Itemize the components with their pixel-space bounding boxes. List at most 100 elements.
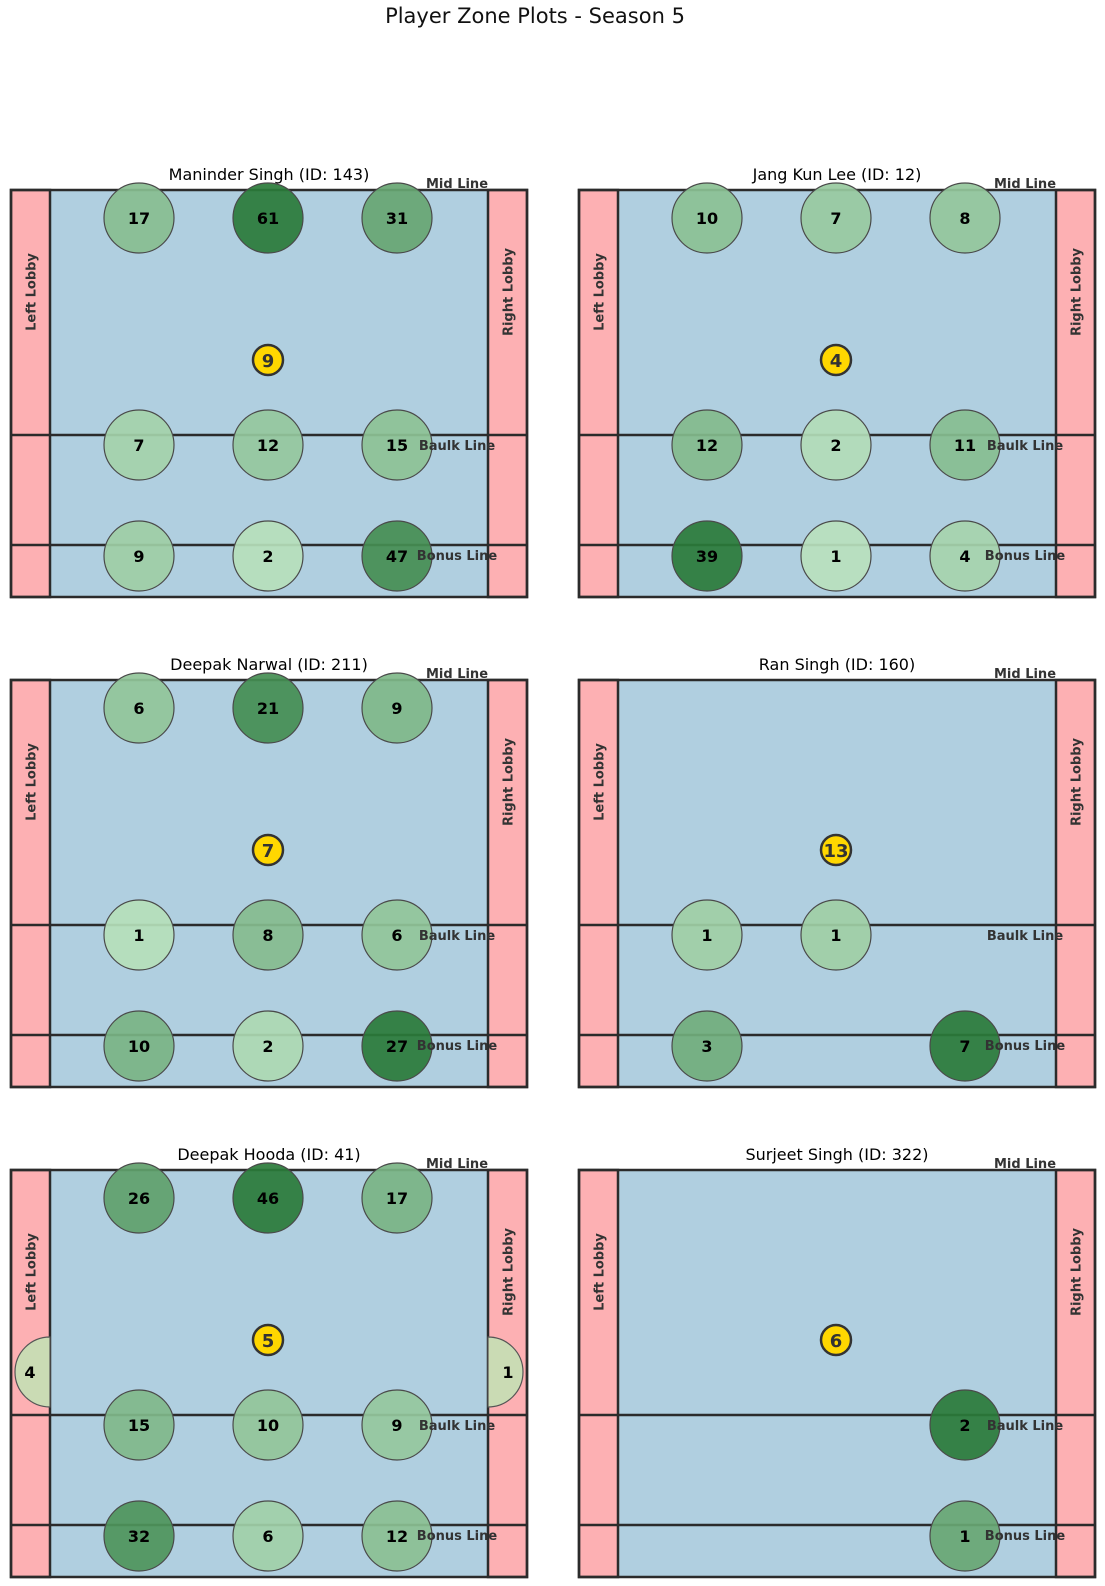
zone-circle (361, 1500, 433, 1572)
zone-circle (232, 1162, 304, 1234)
zone-count: 8 (959, 209, 970, 228)
zone-circle (103, 1500, 175, 1572)
zone-circle (361, 409, 433, 481)
zone-circle (800, 899, 872, 971)
center-marker (251, 833, 285, 867)
center-count: 4 (830, 351, 843, 372)
zone-count: 39 (696, 547, 718, 566)
zone-circle (232, 1389, 304, 1461)
zone-circle (929, 182, 1001, 254)
court-area (579, 1170, 1095, 1577)
zone-count: 10 (128, 1037, 150, 1056)
zone-count: 21 (257, 699, 279, 718)
right-lobby-label: Right Lobby (502, 737, 517, 826)
zone-count: 3 (701, 1037, 712, 1056)
zone-count: 1 (133, 926, 144, 945)
zone-circle (103, 1389, 175, 1461)
center-marker (251, 343, 285, 377)
left-lobby-label: Left Lobby (593, 743, 608, 821)
panel-title: Surjeet Singh (ID: 322) (745, 1145, 928, 1164)
right-lobby-count: 1 (502, 1363, 513, 1382)
zone-count: 1 (959, 1527, 970, 1546)
zone-circle (103, 1010, 175, 1082)
zone-count: 2 (262, 1037, 273, 1056)
right-lobby-label: Right Lobby (1070, 247, 1085, 336)
zone-count: 11 (954, 436, 976, 455)
zone-circle (232, 672, 304, 744)
zone-count: 10 (696, 209, 718, 228)
player-panel: Ran Singh (ID: 160) Left Lobby Right Lobby… (577, 655, 1097, 1089)
zone-count: 12 (257, 436, 279, 455)
zone-count: 7 (830, 209, 841, 228)
bonus-line-label: Bonus Line (985, 549, 1066, 564)
zone-circle (929, 520, 1001, 592)
left-lobby-label: Left Lobby (25, 253, 40, 331)
zone-count: 9 (391, 699, 402, 718)
left-lobby-label: Left Lobby (25, 1233, 40, 1311)
zone-count: 2 (959, 1416, 970, 1435)
zone-count: 6 (391, 926, 402, 945)
chart-title: Player Zone Plots - Season 5 (385, 4, 685, 28)
zone-circle (232, 1500, 304, 1572)
zone-count: 1 (701, 926, 712, 945)
center-marker (819, 1323, 853, 1357)
left-lobby-label: Left Lobby (593, 1233, 608, 1311)
center-count: 5 (262, 1331, 275, 1352)
center-count: 6 (830, 1331, 843, 1352)
court-border (577, 1168, 1097, 1579)
zone-count: 61 (257, 209, 279, 228)
panel-title: Deepak Narwal (ID: 211) (170, 655, 368, 674)
zone-circle (232, 520, 304, 592)
baulk-line-label: Baulk Line (987, 929, 1064, 944)
bonus-line-label: Bonus Line (417, 1529, 498, 1544)
zone-count: 7 (959, 1037, 970, 1056)
left-lobby (577, 678, 620, 1089)
player-panel: Deepak Hooda (ID: 41) Left Lobby Right Lob… (9, 1145, 529, 1579)
baulk-line-label: Baulk Line (987, 1419, 1064, 1434)
bonus-line-label: Bonus Line (417, 549, 498, 564)
zone-count: 9 (133, 547, 144, 566)
left-lobby-zone (14, 1336, 51, 1408)
bonus-line-label: Bonus Line (985, 1529, 1066, 1544)
right-lobby-label: Right Lobby (1070, 1227, 1085, 1316)
center-count: 7 (262, 841, 275, 862)
zone-circle (361, 1162, 433, 1234)
zone-circle (929, 1389, 1001, 1461)
zone-circle (800, 182, 872, 254)
center-count: 9 (262, 351, 275, 372)
zone-count: 17 (128, 209, 150, 228)
right-lobby-label: Right Lobby (1070, 737, 1085, 826)
baulk-line-label: Baulk Line (419, 439, 496, 454)
zone-circle (103, 409, 175, 481)
panel-title: Maninder Singh (ID: 143) (169, 165, 370, 184)
center-marker (819, 343, 853, 377)
zone-circle (103, 520, 175, 592)
zone-circle (671, 182, 743, 254)
zone-count: 27 (386, 1037, 408, 1056)
zone-circle (361, 1389, 433, 1461)
zone-count: 26 (128, 1189, 150, 1208)
zone-circle (361, 1010, 433, 1082)
baulk-line-label: Baulk Line (419, 1419, 496, 1434)
baulk-line-label: Baulk Line (987, 439, 1064, 454)
zone-count: 12 (696, 436, 718, 455)
zone-count: 6 (262, 1527, 273, 1546)
zone-count: 1 (830, 547, 841, 566)
zone-circle (103, 899, 175, 971)
zone-count: 10 (257, 1416, 279, 1435)
zone-circle (929, 1500, 1001, 1572)
zone-circle (232, 899, 304, 971)
zone-circle (800, 409, 872, 481)
court-area (579, 680, 1095, 1087)
zone-circle (671, 1010, 743, 1082)
bonus-line-label: Bonus Line (985, 1039, 1066, 1054)
zone-circle (671, 520, 743, 592)
zone-count: 2 (830, 436, 841, 455)
zone-circle (232, 1010, 304, 1082)
left-lobby-label: Left Lobby (593, 253, 608, 331)
zone-count: 7 (133, 436, 144, 455)
player-panel: Maninder Singh (ID: 143) Left Lobby Right … (9, 165, 529, 599)
zone-count: 46 (257, 1189, 279, 1208)
zone-circle (929, 409, 1001, 481)
